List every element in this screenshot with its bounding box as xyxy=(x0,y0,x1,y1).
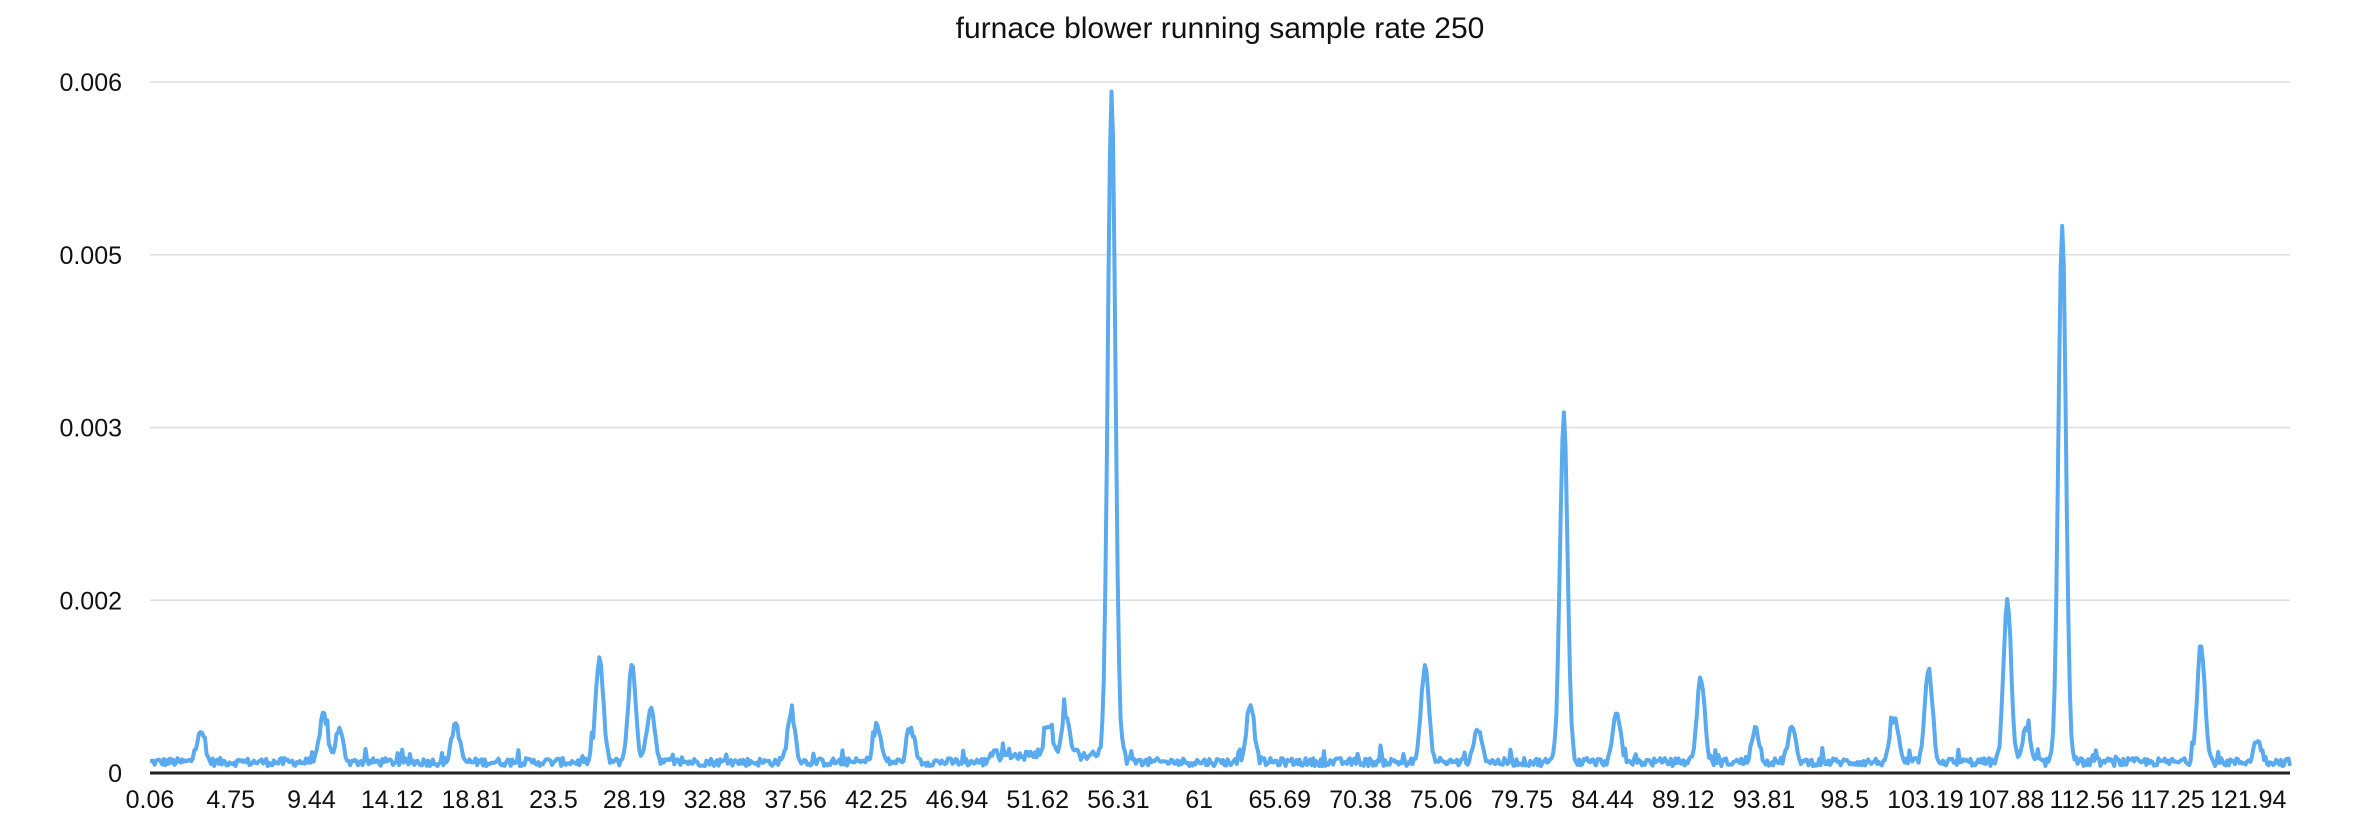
x-tick-label: 0.06 xyxy=(126,786,175,814)
x-tick-label: 79.75 xyxy=(1491,786,1554,814)
y-tick-label: 0.003 xyxy=(59,415,122,443)
gridlines xyxy=(150,81,2290,601)
x-tick-label: 98.5 xyxy=(1820,786,1869,814)
x-tick-label: 107.88 xyxy=(1968,786,2044,814)
x-tick-label: 14.12 xyxy=(361,786,424,814)
series-layer xyxy=(149,89,2292,769)
x-tick-label: 23.5 xyxy=(529,786,578,814)
x-tick-label: 61 xyxy=(1185,786,1213,814)
x-tick-label: 51.62 xyxy=(1006,786,1069,814)
x-axis-ticks: 0.06 4.75 9.44 14.12 18.81 23.5 28.19 32.88 37.5… xyxy=(126,786,2287,814)
x-tick-label: 46.94 xyxy=(926,786,989,814)
x-tick-label: 89.12 xyxy=(1652,786,1715,814)
y-tick-label: 0 xyxy=(108,760,122,788)
y-tick-label: 0.005 xyxy=(59,242,122,270)
x-tick-label: 18.81 xyxy=(442,786,505,814)
x-tick-label: 75.06 xyxy=(1410,786,1473,814)
series-line xyxy=(149,89,2292,769)
x-tick-label: 121.94 xyxy=(2210,786,2287,814)
x-tick-label: 4.75 xyxy=(206,786,255,814)
x-tick-label: 112.56 xyxy=(2049,786,2124,814)
y-tick-label: 0.006 xyxy=(59,69,122,97)
x-tick-label: 28.19 xyxy=(603,786,666,814)
x-tick-label: 93.81 xyxy=(1733,786,1796,814)
x-tick-label: 9.44 xyxy=(287,786,336,814)
x-tick-label: 103.19 xyxy=(1887,786,1963,814)
x-tick-label: 42.25 xyxy=(845,786,908,814)
y-axis-ticks: 0 0.002 0.003 0.005 0.006 xyxy=(59,69,122,788)
x-tick-label: 70.38 xyxy=(1329,786,1392,814)
x-tick-label: 65.69 xyxy=(1249,786,1312,814)
x-tick-label: 117.25 xyxy=(2130,786,2205,814)
y-tick-label: 0.002 xyxy=(59,587,122,615)
x-tick-label: 37.56 xyxy=(764,786,827,814)
x-tick-label: 84.44 xyxy=(1571,786,1634,814)
x-tick-label: 56.31 xyxy=(1087,786,1150,814)
x-tick-label: 32.88 xyxy=(684,786,747,814)
chart-title: furnace blower running sample rate 250 xyxy=(955,12,1485,45)
